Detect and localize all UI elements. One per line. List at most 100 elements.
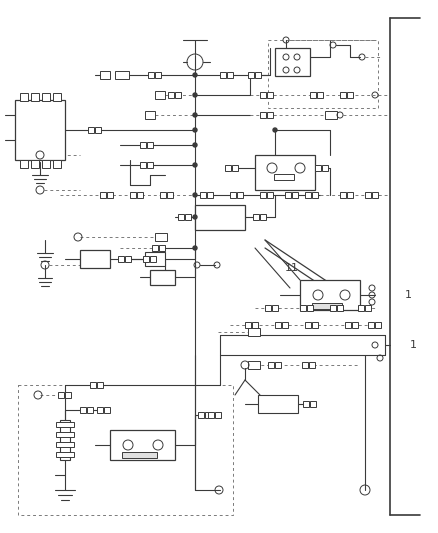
Bar — [275, 322, 281, 328]
Bar — [310, 92, 316, 98]
Bar — [248, 328, 260, 336]
Bar — [248, 361, 260, 369]
Bar — [175, 92, 181, 98]
Bar — [365, 305, 371, 311]
Bar — [195, 205, 245, 230]
Bar — [309, 362, 315, 368]
Bar — [147, 142, 153, 148]
Bar — [345, 322, 351, 328]
Bar — [307, 305, 313, 311]
Circle shape — [193, 215, 197, 219]
Bar — [140, 142, 146, 148]
Circle shape — [193, 93, 197, 97]
Bar — [260, 192, 266, 198]
Bar — [148, 72, 154, 78]
Bar — [272, 305, 278, 311]
Bar — [53, 160, 61, 168]
Bar — [90, 382, 96, 388]
Bar — [115, 71, 129, 79]
Circle shape — [273, 128, 277, 132]
Bar — [15, 100, 65, 160]
Bar — [325, 111, 337, 119]
Bar — [18, 385, 233, 515]
Bar — [255, 72, 261, 78]
Bar — [260, 112, 266, 118]
Bar — [20, 93, 28, 101]
Bar — [303, 401, 309, 407]
Bar — [300, 280, 360, 310]
Text: 1: 1 — [410, 340, 417, 350]
Bar — [143, 256, 149, 262]
Bar — [255, 155, 315, 190]
Bar — [88, 127, 94, 133]
Bar — [312, 192, 318, 198]
Bar — [20, 160, 28, 168]
Bar — [220, 72, 226, 78]
Bar — [130, 192, 136, 198]
Bar — [198, 412, 204, 418]
Bar — [155, 72, 161, 78]
Bar — [53, 93, 61, 101]
Bar — [155, 91, 165, 99]
Bar — [122, 452, 157, 458]
Bar — [145, 111, 155, 119]
Bar — [155, 233, 167, 241]
Bar — [300, 305, 306, 311]
Bar — [125, 256, 131, 262]
Bar — [322, 165, 328, 171]
Bar — [258, 395, 298, 413]
Bar — [100, 192, 106, 198]
Bar — [110, 430, 175, 460]
Bar — [352, 322, 358, 328]
Bar — [245, 322, 251, 328]
Bar — [80, 407, 86, 413]
Bar — [292, 192, 298, 198]
Circle shape — [193, 113, 197, 117]
Bar — [358, 305, 364, 311]
Bar — [56, 452, 74, 457]
Bar — [274, 174, 294, 180]
Bar — [56, 422, 74, 427]
Bar — [237, 192, 243, 198]
Bar — [58, 392, 64, 398]
Bar — [137, 192, 143, 198]
Bar — [312, 303, 342, 309]
Bar — [215, 412, 221, 418]
Text: 11: 11 — [285, 263, 299, 273]
Bar — [248, 72, 254, 78]
Bar — [265, 305, 271, 311]
Bar — [95, 127, 101, 133]
Bar — [285, 192, 291, 198]
Bar — [260, 214, 266, 220]
Bar — [253, 214, 259, 220]
Bar — [104, 407, 110, 413]
Bar — [312, 322, 318, 328]
Bar — [368, 322, 374, 328]
Bar — [152, 245, 158, 251]
Bar — [118, 256, 124, 262]
Bar — [65, 392, 71, 398]
Bar — [200, 192, 206, 198]
Bar — [340, 192, 346, 198]
Bar — [252, 322, 258, 328]
Bar — [347, 92, 353, 98]
Bar — [372, 192, 378, 198]
Bar — [42, 160, 50, 168]
Bar — [337, 305, 343, 311]
Bar — [31, 93, 39, 101]
Bar — [150, 270, 175, 285]
Bar — [208, 412, 214, 418]
Bar — [227, 72, 233, 78]
Bar — [317, 92, 323, 98]
Bar — [159, 245, 165, 251]
Bar — [56, 432, 74, 437]
Bar — [340, 92, 346, 98]
Bar — [42, 93, 50, 101]
Bar — [185, 214, 191, 220]
Bar — [147, 162, 153, 168]
Bar — [31, 160, 39, 168]
Bar — [330, 305, 336, 311]
Bar — [60, 420, 70, 460]
Circle shape — [193, 246, 197, 250]
Bar — [365, 192, 371, 198]
